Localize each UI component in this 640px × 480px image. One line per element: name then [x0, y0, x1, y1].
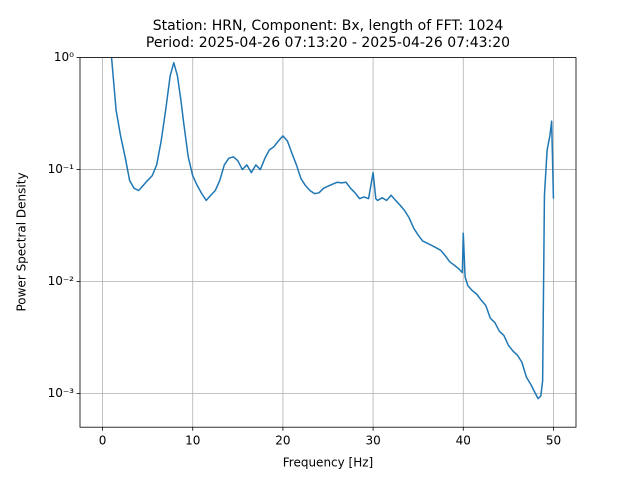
plot-area: [110, 57, 555, 400]
x-tick-label: 30: [365, 434, 380, 448]
x-tick-label: 20: [275, 434, 290, 448]
x-tick-label: 10: [185, 434, 200, 448]
x-axis-label: Frequency [Hz]: [283, 456, 374, 470]
y-tick-label: 10⁻¹: [48, 162, 75, 176]
y-tick-label: 10⁻³: [48, 386, 75, 400]
x-tick-label: 40: [456, 434, 471, 448]
y-tick-label: 10⁻²: [48, 274, 75, 288]
chart-title: Period: 2025-04-26 07:13:20 - 2025-04-26…: [146, 35, 510, 51]
y-tick-label: 10⁰: [54, 50, 74, 64]
x-tick-label: 0: [99, 434, 107, 448]
axes-frame: [79, 57, 577, 428]
x-tick-label: 50: [546, 434, 561, 448]
data-line: [110, 57, 555, 400]
y-axis-label: Power Spectral Density: [15, 172, 29, 311]
chart-title: Station: HRN, Component: Bx, length of F…: [153, 18, 504, 34]
